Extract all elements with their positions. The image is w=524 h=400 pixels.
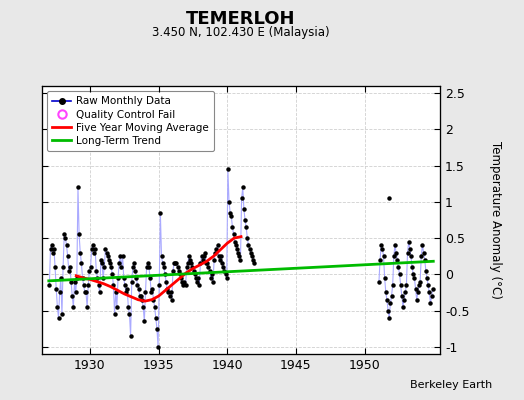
Y-axis label: Temperature Anomaly (°C): Temperature Anomaly (°C)	[489, 141, 502, 299]
Text: Berkeley Earth: Berkeley Earth	[410, 380, 493, 390]
Legend: Raw Monthly Data, Quality Control Fail, Five Year Moving Average, Long-Term Tren: Raw Monthly Data, Quality Control Fail, …	[47, 91, 214, 151]
Text: 3.450 N, 102.430 E (Malaysia): 3.450 N, 102.430 E (Malaysia)	[152, 26, 330, 39]
Text: TEMERLOH: TEMERLOH	[187, 10, 296, 28]
